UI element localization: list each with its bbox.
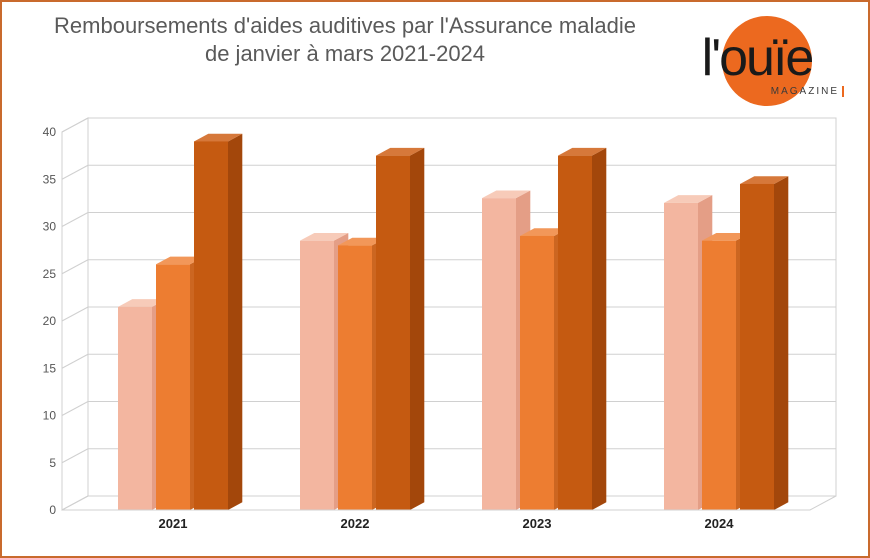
bar-front [156,264,190,510]
bar-front [376,156,410,510]
logo-wordmark: l'ouïe [662,28,852,88]
bar-front [338,245,372,510]
bar-front [558,156,592,510]
bar [558,148,606,510]
category-label: 2024 [705,516,735,531]
y-tick-label: 40 [43,125,57,139]
category-label: 2023 [523,516,552,531]
y-tick-label: 25 [43,267,57,281]
logo-prefix: l' [702,29,719,87]
y-tick-label: 30 [43,220,57,234]
bar-side [774,176,788,510]
brand-logo: l'ouïe MAGAZINE [662,6,852,106]
chart-area: 0 5 10 15 20 25 30 35 40 2021 2022 2023 2024 [24,110,846,538]
chart-title: Remboursements d'aides auditives par l'A… [40,12,650,67]
bar-front [194,141,228,510]
title-line-2: de janvier à mars 2021-2024 [205,41,485,66]
bar-front [118,307,152,510]
y-tick-label: 20 [43,314,57,328]
title-line-1: Remboursements d'aides auditives par l'A… [54,13,636,38]
bar-chart: 0 5 10 15 20 25 30 35 40 2021 2022 2023 2024 [24,110,846,538]
logo-main: ouïe [719,29,812,87]
y-tick-label: 15 [43,361,57,375]
bar-front [482,198,516,510]
category-label: 2022 [341,516,370,531]
bar [376,148,424,510]
bar-front [520,236,554,510]
y-tick-label: 10 [43,409,57,423]
bar-front [702,241,736,510]
y-tick-label: 35 [43,172,57,186]
bar [740,176,788,510]
bar-front [664,203,698,510]
category-label: 2021 [159,516,188,531]
logo-subtitle: MAGAZINE [771,86,844,97]
bar-side [410,148,424,510]
bar-front [300,241,334,510]
bar-side [592,148,606,510]
bar-side [228,134,242,510]
y-tick-label: 0 [49,503,56,517]
y-tick-label: 5 [49,456,56,470]
bar [194,134,242,510]
bar-front [740,184,774,510]
